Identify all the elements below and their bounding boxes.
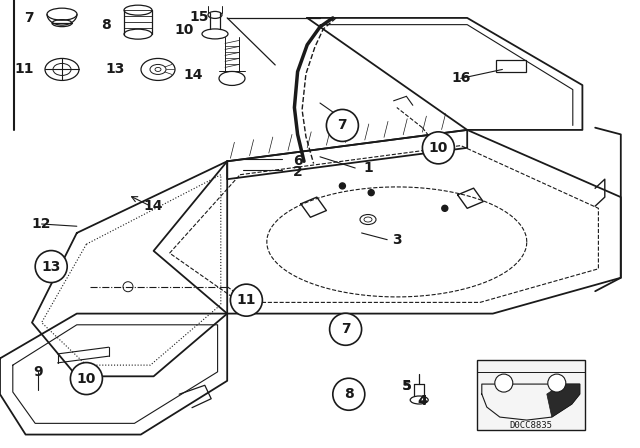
Text: 3: 3 [392,233,402,247]
Circle shape [333,378,365,410]
Circle shape [326,109,358,142]
Circle shape [548,374,566,392]
Text: 7: 7 [340,322,351,336]
Bar [496,60,526,72]
Text: 5: 5 [401,379,412,393]
Circle shape [330,313,362,345]
Circle shape [495,374,513,392]
Text: 11: 11 [14,62,34,77]
Text: 10: 10 [77,371,96,386]
Text: 13: 13 [106,62,125,77]
Text: 11: 11 [237,293,256,307]
Bar [477,360,585,430]
Text: 7: 7 [24,11,34,25]
Text: D0CC8835: D0CC8835 [509,421,552,430]
Text: 6: 6 [292,154,303,168]
Polygon shape [547,384,580,417]
Circle shape [422,132,454,164]
Text: 10: 10 [429,141,448,155]
Text: 8: 8 [344,387,354,401]
Text: 13: 13 [42,259,61,274]
Text: 12: 12 [32,217,51,231]
Circle shape [339,183,346,189]
Text: 5: 5 [403,380,412,393]
Text: 14: 14 [144,199,163,213]
Text: 9: 9 [33,365,44,379]
Text: 4: 4 [417,394,428,408]
Circle shape [368,190,374,196]
Circle shape [35,250,67,283]
Text: 15: 15 [189,10,209,24]
Text: 4: 4 [418,394,427,408]
Text: 16: 16 [451,71,470,86]
Text: 8: 8 [101,18,111,32]
Circle shape [70,362,102,395]
Text: 1: 1 [363,161,373,175]
Text: 14: 14 [183,69,203,82]
Circle shape [230,284,262,316]
Text: 10: 10 [174,23,194,37]
Text: 7: 7 [337,118,348,133]
Text: 2: 2 [292,165,303,180]
Circle shape [442,205,448,211]
